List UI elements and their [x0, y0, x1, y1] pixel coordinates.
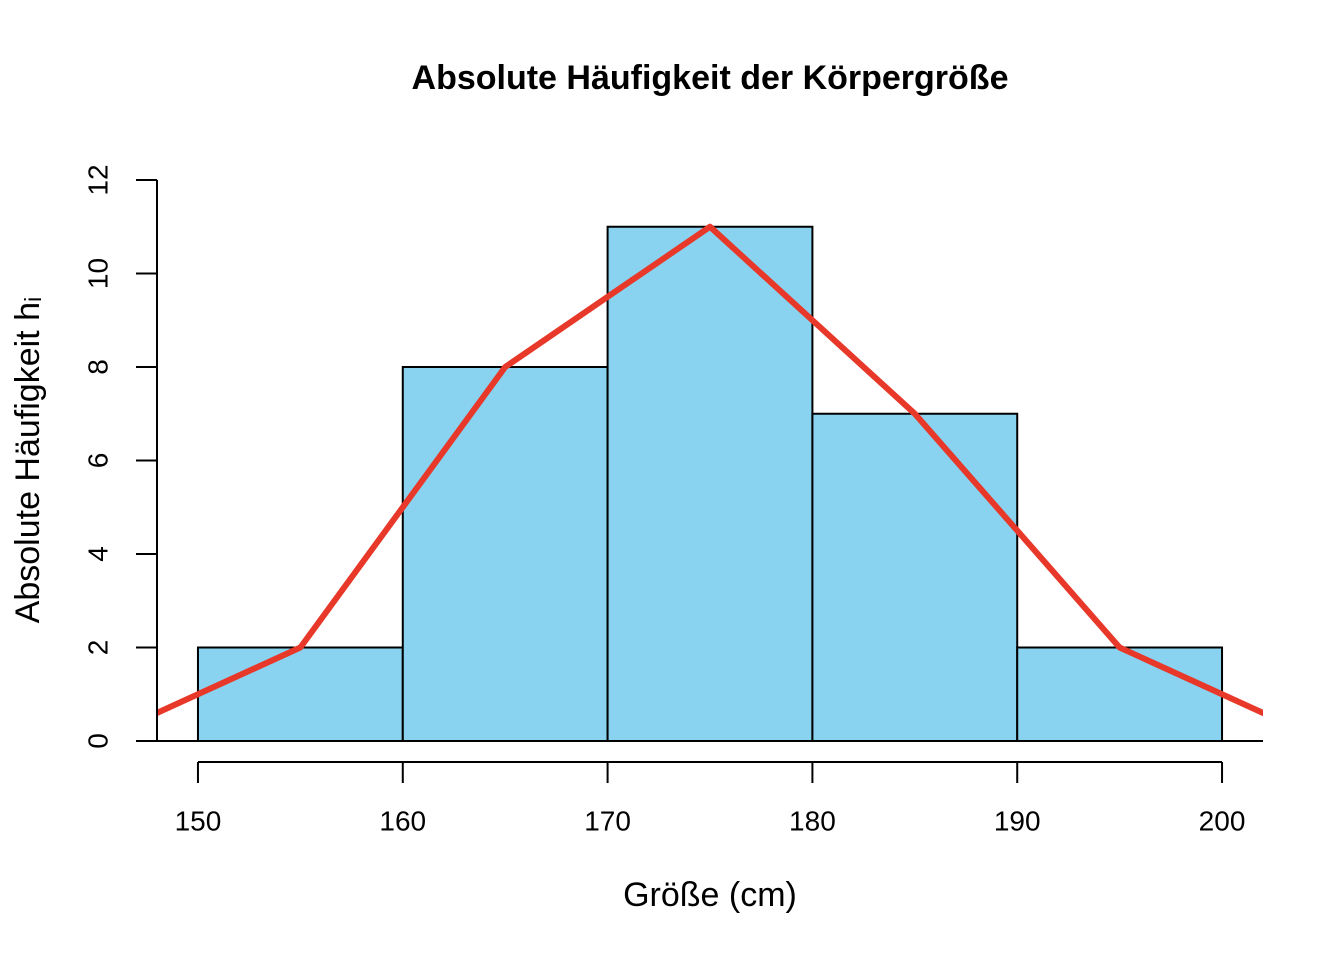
x-tick-label: 170: [584, 805, 631, 836]
y-tick-label: 6: [82, 453, 113, 469]
y-tick-label: 8: [82, 359, 113, 375]
y-tick-label: 0: [82, 733, 113, 749]
line-group: [157, 223, 1263, 717]
bar: [811, 412, 1019, 742]
y-tick-label: 12: [82, 164, 113, 195]
y-tick-label: 2: [82, 640, 113, 656]
y-axis-label: Absolute Häufigkeit hᵢ: [9, 297, 47, 624]
bar: [196, 646, 404, 742]
x-tick-label: 200: [1199, 805, 1246, 836]
bar: [401, 366, 609, 742]
y-tick-label: 10: [82, 258, 113, 289]
frequency-polygon: [157, 223, 1263, 717]
bar: [1016, 646, 1224, 742]
y-tick-label: 4: [82, 546, 113, 562]
x-tick-label: 160: [379, 805, 426, 836]
bar: [606, 225, 814, 742]
x-tick-label: 190: [994, 805, 1041, 836]
chart-title: Absolute Häufigkeit der Körpergröße: [412, 59, 1009, 97]
x-axis-label: Größe (cm): [623, 876, 797, 914]
x-tick-label: 150: [175, 805, 222, 836]
x-tick-label: 180: [789, 805, 836, 836]
